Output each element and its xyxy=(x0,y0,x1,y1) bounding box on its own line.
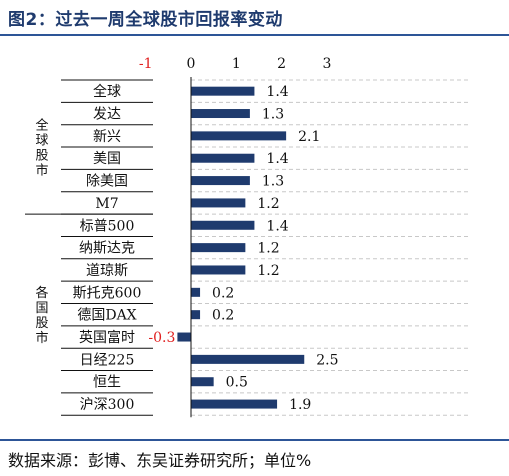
value-labels: 1.4 1.3 2.1 1.4 1.3 1.2 1.4 1.2 1.2 0.2 0.2 -0.3 2.5… xyxy=(148,84,338,413)
value-label: 1.2 xyxy=(257,196,279,212)
x-tick-label: 1 xyxy=(232,56,241,72)
bars xyxy=(177,86,305,409)
value-label: 1.9 xyxy=(289,397,311,413)
category-label: 德国DAX xyxy=(77,308,136,324)
category-label: 道琼斯 xyxy=(86,263,128,279)
bar xyxy=(191,220,255,230)
bar xyxy=(191,176,250,186)
category-label: 纳斯达克 xyxy=(79,241,135,257)
value-label: 0.2 xyxy=(212,285,234,301)
bar xyxy=(191,265,246,275)
title-divider xyxy=(0,34,509,36)
bar xyxy=(177,332,191,342)
bar xyxy=(191,109,250,119)
value-label: 0.5 xyxy=(226,375,248,391)
category-label: 沪深300 xyxy=(80,397,135,413)
value-label: 1.4 xyxy=(266,151,288,167)
value-label: 0.2 xyxy=(212,308,234,324)
category-label: 发达 xyxy=(93,107,121,123)
bar xyxy=(191,86,255,96)
x-tick-label: 3 xyxy=(322,56,331,72)
group-label: 各国股市 xyxy=(35,285,48,346)
category-label: 新兴 xyxy=(93,129,121,145)
group-label: 全球股市 xyxy=(35,118,48,179)
bar xyxy=(191,399,278,409)
value-label: 1.3 xyxy=(262,174,284,190)
value-label: 1.2 xyxy=(257,241,279,257)
bar xyxy=(191,153,255,163)
chart-title: 图2：过去一周全球股市回报率变动 xyxy=(8,10,283,30)
grid-layer xyxy=(191,79,470,416)
category-label: 全球 xyxy=(93,83,121,100)
value-label: 1.2 xyxy=(257,263,279,279)
bar xyxy=(191,243,246,253)
bar xyxy=(191,377,214,387)
category-label: 恒生 xyxy=(93,375,121,391)
category-label: 标普500 xyxy=(80,218,135,234)
category-label: 除美国 xyxy=(86,174,128,190)
x-tick-labels: -1 0 1 2 3 xyxy=(139,56,331,72)
bar xyxy=(191,287,201,297)
category-label: M7 xyxy=(95,196,118,212)
bar xyxy=(191,198,246,208)
x-tick-label: 0 xyxy=(187,56,196,72)
bar xyxy=(191,310,201,320)
value-label: 1.4 xyxy=(266,218,288,234)
x-tick-label: -1 xyxy=(139,56,153,72)
category-label: 斯托克600 xyxy=(73,285,142,301)
source-note: 数据来源：彭博、东吴证券研究所；单位% xyxy=(8,451,312,470)
footer-divider xyxy=(0,439,509,441)
value-label: 2.1 xyxy=(298,129,320,145)
value-label: 1.3 xyxy=(262,107,284,123)
bar xyxy=(191,131,287,141)
category-label: 美国 xyxy=(93,151,121,167)
category-label: 日经225 xyxy=(80,352,135,368)
category-label: 英国富时 xyxy=(79,329,135,346)
value-label: -0.3 xyxy=(148,330,175,346)
bar xyxy=(191,354,305,364)
value-label: 2.5 xyxy=(316,352,338,368)
value-label: 1.4 xyxy=(266,84,288,100)
x-tick-label: 2 xyxy=(277,56,286,72)
